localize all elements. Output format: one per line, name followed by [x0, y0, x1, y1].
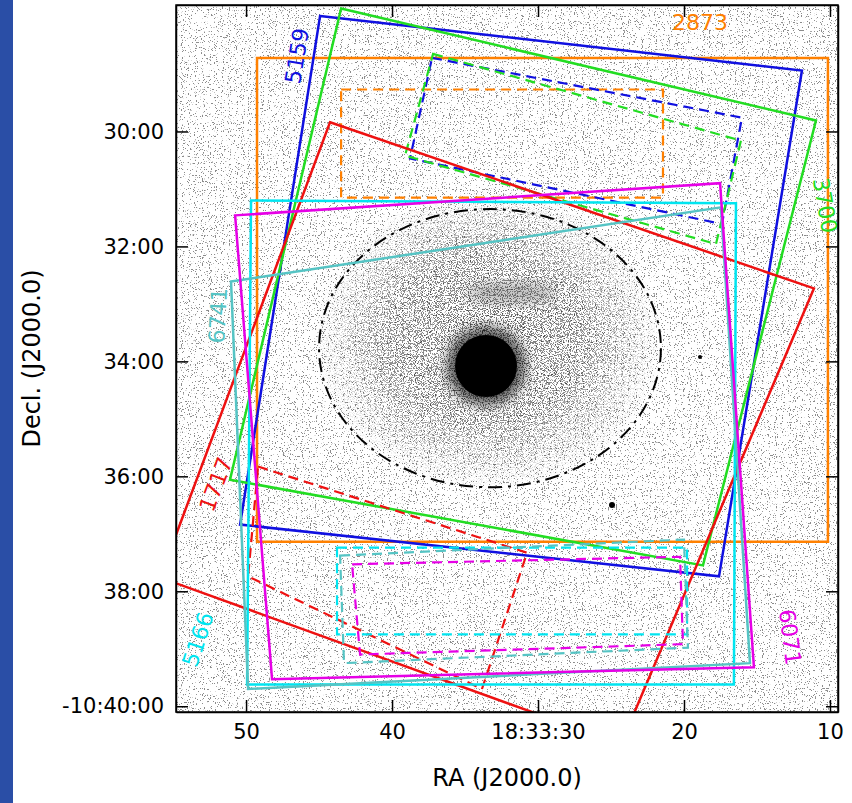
- field-outline: [231, 207, 750, 689]
- tick-mark: [826, 591, 838, 593]
- window-outline: [405, 54, 741, 244]
- tick-label: 32:00: [103, 235, 164, 259]
- footprint-label: 3700: [808, 176, 842, 235]
- tick-mark: [826, 246, 838, 248]
- footprint-label: 1717: [194, 454, 237, 515]
- footprint-label: 5166: [178, 609, 219, 670]
- tick-mark: [830, 5, 832, 17]
- field-outline: [247, 200, 736, 684]
- axis: 50 40 18:33:30 20 10: [177, 700, 844, 744]
- shell-arc: [466, 281, 556, 305]
- tick-label: 34:00: [103, 350, 164, 374]
- tick: [826, 476, 838, 477]
- tick: [684, 5, 685, 17]
- tick: 20: [671, 700, 698, 744]
- tick-mark: [176, 706, 188, 708]
- tick: 50: [233, 700, 260, 744]
- chart-root: 2873 5159 3700 1717 5166 6741 6071 50 40 18:33:30…: [0, 0, 852, 803]
- tick-mark: [826, 361, 838, 363]
- tick-mark: [826, 706, 838, 708]
- footprint-labels: 2873 5159 3700 1717 5166 6741 6071: [178, 10, 843, 670]
- tick: [826, 591, 838, 592]
- footprints: [176, 8, 828, 712]
- tick: [826, 361, 838, 362]
- chart-svg: 2873 5159 3700 1717 5166 6741 6071 50 40 18:33:30…: [0, 0, 852, 803]
- tick-label: 36:00: [103, 465, 164, 489]
- field-outline: [257, 58, 828, 542]
- field-outline: [176, 122, 814, 712]
- core-halo: [446, 326, 526, 406]
- y-axis-title: Decl. (J2000.0): [18, 269, 46, 447]
- tick-mark: [830, 700, 832, 712]
- tick-label: 30:00: [103, 120, 164, 144]
- window-outline: [248, 467, 527, 689]
- region-circle: [319, 209, 661, 487]
- tick-label: -10:40:00: [62, 694, 164, 718]
- tick-mark: [538, 700, 540, 712]
- plot-background: [176, 5, 838, 712]
- tick: [826, 706, 838, 707]
- axis: 30:00 32:00 34:00 36:00 38:00 -10:40:00: [62, 6, 188, 719]
- tick-label: 50: [233, 720, 260, 744]
- axis: [177, 5, 839, 17]
- window-outline: [410, 58, 742, 224]
- tick-mark: [684, 5, 686, 17]
- footprint-label: 6071: [774, 608, 806, 667]
- tick: [830, 5, 831, 17]
- tick-label: 18:33:30: [491, 720, 585, 744]
- tick-mark: [538, 5, 540, 17]
- tick: [392, 5, 393, 17]
- tick: [826, 246, 838, 247]
- sky-noise: [176, 5, 838, 712]
- tick-label: 38:00: [103, 580, 164, 604]
- footprint-label: 6741: [204, 287, 232, 344]
- tick-mark: [246, 5, 248, 17]
- slide-background: [0, 0, 13, 803]
- tick: 18:33:30: [491, 700, 585, 744]
- footprint-label: 2873: [672, 10, 728, 35]
- window-outline: [340, 540, 688, 664]
- sky-image: [176, 5, 838, 712]
- tick: [538, 5, 539, 17]
- field-outline: [240, 16, 802, 576]
- tick-mark: [176, 131, 188, 133]
- window-outline: [352, 557, 683, 655]
- remnant-shell: [176, 5, 838, 712]
- tick-mark: [826, 476, 838, 478]
- tick-mark: [684, 700, 686, 712]
- tick: 10: [817, 700, 844, 744]
- tick-mark: [176, 246, 188, 248]
- tick: 40: [379, 700, 406, 744]
- tick: -10:40:00: [62, 694, 188, 718]
- tick-mark: [176, 361, 188, 363]
- tick-label: 40: [379, 720, 406, 744]
- tick: [246, 5, 247, 17]
- point-source: [609, 502, 615, 508]
- tick-label: 10: [817, 720, 844, 744]
- footprint-label: 5159: [280, 26, 313, 85]
- tick-mark: [392, 5, 394, 17]
- point-source: [698, 355, 702, 359]
- plot-frame: [176, 5, 838, 712]
- tick: [826, 131, 838, 132]
- field-outline: [235, 183, 754, 679]
- core-source: [455, 335, 517, 397]
- tick-mark: [826, 131, 838, 133]
- tick-mark: [176, 476, 188, 478]
- tick-mark: [392, 700, 394, 712]
- tick-mark: [246, 700, 248, 712]
- tick-label: 20: [671, 720, 698, 744]
- x-axis-title: RA (J2000.0): [432, 764, 582, 792]
- axis: [826, 6, 839, 713]
- tick-mark: [176, 591, 188, 593]
